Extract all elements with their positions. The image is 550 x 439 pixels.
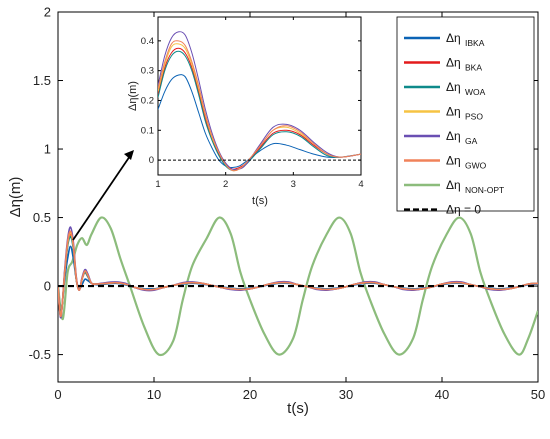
x-tick-label: 10 bbox=[147, 387, 161, 402]
x-tick-label: 2 bbox=[223, 179, 228, 190]
legend-entry-label: Δη bbox=[446, 56, 461, 70]
main-x-axis-label: t(s) bbox=[287, 400, 309, 417]
series-line-gwo bbox=[158, 40, 361, 172]
y-tick-label: 0.2 bbox=[141, 95, 154, 106]
x-tick-label: 20 bbox=[243, 387, 257, 402]
x-tick-label: 3 bbox=[291, 179, 296, 190]
legend-entry-subscript: NON-OPT bbox=[465, 185, 504, 195]
x-tick-label: 0 bbox=[54, 387, 61, 402]
legend-entry-label: Δη bbox=[446, 105, 461, 119]
x-tick-label: 50 bbox=[531, 387, 545, 402]
main-series bbox=[58, 216, 538, 357]
inset-y-axis-label: Δη(m) bbox=[127, 81, 139, 111]
y-tick-label: 1 bbox=[44, 142, 51, 157]
x-tick-label: 30 bbox=[339, 387, 353, 402]
annotation-arrow-line bbox=[72, 155, 131, 241]
series-line-non-opt bbox=[58, 216, 538, 357]
legend-entry-label: Δη bbox=[446, 154, 461, 168]
legend-items: Δη IBKA Δη BKA Δη WOA Δη PSO Δη GA Δη GWO Δη NON-OPT Δ… bbox=[404, 31, 504, 217]
y-tick-label: -0.5 bbox=[29, 347, 51, 362]
series-line-bka bbox=[158, 47, 361, 170]
inset-x-axis-label: t(s) bbox=[252, 195, 268, 207]
annotation-arrow-head bbox=[124, 150, 134, 160]
legend-entry-subscript: GA bbox=[465, 136, 478, 146]
y-tick-label: 0.3 bbox=[141, 66, 154, 77]
legend-box bbox=[396, 16, 535, 212]
legend-entry-label: Δη bbox=[446, 80, 461, 94]
legend-entry-label: Δη bbox=[446, 178, 461, 192]
legend: Δη IBKA Δη BKA Δη WOA Δη PSO Δη GA Δη GWO Δη NON-OPT Δ… bbox=[396, 16, 535, 217]
x-tick-label: 1 bbox=[155, 179, 160, 190]
main-ticks: 0 10 20 30 40 50-0.500.511.52 bbox=[29, 5, 546, 403]
inset-ticks: 1 2 3 4 0 0.1 0.2 0.3 0.4 bbox=[141, 17, 364, 190]
y-tick-label: 0.5 bbox=[33, 210, 51, 225]
legend-entry-subscript: BKA bbox=[465, 63, 482, 73]
legend-entry-subscript: GWO bbox=[465, 161, 487, 171]
x-tick-label: 40 bbox=[435, 387, 449, 402]
y-tick-label: 0.4 bbox=[141, 36, 154, 47]
legend-entry-subscript: IBKA bbox=[465, 38, 485, 48]
legend-entry-label: Δη bbox=[446, 31, 461, 45]
y-tick-label: 1.5 bbox=[33, 73, 51, 88]
series-line-ga bbox=[158, 31, 361, 171]
y-tick-label: 0.1 bbox=[141, 125, 154, 136]
legend-entry-label: Δη = 0 bbox=[446, 203, 481, 217]
y-tick-label: 0 bbox=[44, 279, 51, 294]
legend-entry-label: Δη bbox=[446, 129, 461, 143]
y-tick-label: 0 bbox=[149, 155, 154, 166]
inset-series bbox=[158, 31, 361, 172]
legend-entry-subscript: WOA bbox=[465, 87, 486, 97]
main-y-axis-label: Δη(m) bbox=[7, 177, 24, 218]
x-tick-label: 4 bbox=[358, 179, 363, 190]
legend-entry-subscript: PSO bbox=[465, 112, 483, 122]
y-tick-label: 2 bbox=[44, 5, 51, 20]
